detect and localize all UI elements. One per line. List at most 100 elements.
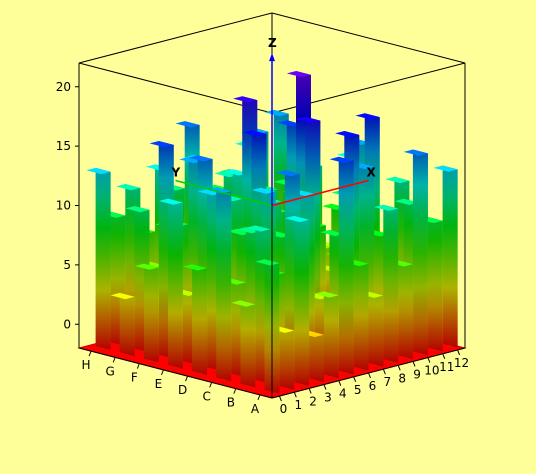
y-tick-mark [160, 369, 164, 376]
x-tick-mark [338, 380, 342, 386]
bar-face-top [223, 169, 248, 176]
bar-face-top [394, 198, 419, 205]
x-tick-mark [293, 392, 297, 398]
bar-G-0 [110, 292, 135, 359]
bar-face-top [179, 157, 204, 164]
x-tick-label: 11 [439, 360, 454, 374]
bar-A-2 [285, 215, 310, 389]
y-tick-label: A [251, 402, 260, 416]
bar-face-side [427, 216, 443, 352]
bar-F-0 [134, 263, 159, 365]
bar-face-top [286, 71, 311, 78]
y-tick-mark [88, 350, 92, 357]
bar-face-side [240, 300, 256, 388]
bar-face-side [119, 292, 135, 357]
x-axis-title: X [367, 166, 377, 180]
x-tick-mark [457, 349, 461, 356]
bar-A-1 [270, 326, 295, 393]
bar-face-top [285, 215, 310, 223]
x-tick-mark [382, 368, 386, 375]
z-axis-arrow [269, 53, 275, 62]
bar-A-10 [403, 149, 428, 358]
box-edge [271, 12, 466, 64]
bar-face-top [86, 167, 111, 175]
bar-face-top [255, 259, 280, 266]
bar-A-3 [299, 330, 324, 385]
z-tick-label: 0 [63, 317, 71, 331]
bar-face-side [294, 215, 310, 386]
bar-face-side [168, 198, 183, 369]
y-tick-mark [112, 357, 116, 363]
bar-D-0 [182, 264, 208, 378]
bar-face-top [134, 263, 159, 270]
bar-face-side [383, 204, 399, 363]
bar-face-side [368, 291, 384, 367]
z-axis-title: Z [268, 36, 277, 50]
x-tick-mark [442, 353, 446, 359]
x-tick-label: 10 [424, 364, 439, 378]
bar-face-side [353, 259, 369, 371]
box-edge [78, 347, 273, 399]
bar-face-top [264, 109, 289, 117]
bar-face-side [279, 326, 295, 390]
x-tick-label: 2 [309, 394, 317, 408]
bar-face-side [442, 165, 458, 348]
z-tick-label: 15 [56, 139, 71, 153]
x-tick-mark [368, 372, 371, 379]
bars [86, 71, 458, 397]
y-tick-label: F [131, 371, 138, 385]
bar-face-top [197, 189, 222, 196]
bar-A-9 [388, 260, 414, 362]
bar-face-top [125, 206, 150, 213]
bar-face-side [216, 187, 232, 382]
bar-A-4 [314, 291, 339, 381]
bar-face-top [233, 96, 258, 103]
x-tick-label: 4 [339, 387, 347, 401]
bar-face-top [403, 149, 428, 156]
bar-face-side [192, 264, 208, 375]
bar-face-top [385, 176, 410, 184]
bar-face-top [433, 165, 458, 172]
bar-face-top [158, 198, 183, 205]
z-tick-label: 5 [63, 258, 71, 272]
bar-face-top [231, 300, 256, 307]
axes: X Y Z [171, 36, 377, 207]
bar-face-top [242, 130, 267, 137]
x-tick-mark [412, 361, 416, 367]
bar-C-0 [207, 187, 232, 384]
bar-E-0 [158, 198, 183, 372]
y-tick-mark [136, 363, 140, 369]
bar-face-top [175, 121, 200, 128]
x-tick-label: 0 [280, 402, 288, 416]
bar-face-top [329, 156, 354, 164]
x-tick-mark [427, 357, 431, 363]
bar-face-top [275, 170, 300, 177]
x-tick-mark [278, 395, 282, 402]
bar-face-side [412, 149, 428, 356]
y-tick-label: B [227, 396, 235, 410]
bar-face-side [398, 260, 414, 360]
bar-face-side [309, 330, 324, 383]
z-tick-label: 10 [56, 199, 71, 213]
z-tick-label: 20 [56, 80, 71, 94]
x-tick-mark [397, 365, 401, 371]
bar-face-top [110, 292, 135, 300]
bar-face-side [143, 263, 159, 363]
bar-A-8 [374, 204, 399, 366]
bar-face-top [374, 204, 399, 211]
x-tick-label: 5 [354, 383, 362, 397]
box-edge [78, 62, 273, 114]
bar-H-0 [86, 167, 111, 353]
y-tick-mark [185, 375, 189, 382]
bar-A-5 [329, 156, 354, 377]
bar-A-12 [433, 165, 458, 350]
bar-face-top [236, 227, 261, 234]
y-tick-mark [257, 394, 261, 401]
x-axis-line [271, 179, 369, 207]
x-tick-label: 9 [413, 367, 421, 381]
bar-face-top [182, 264, 208, 271]
bar-face-top [335, 131, 360, 138]
y-axis-title: Y [171, 166, 181, 180]
